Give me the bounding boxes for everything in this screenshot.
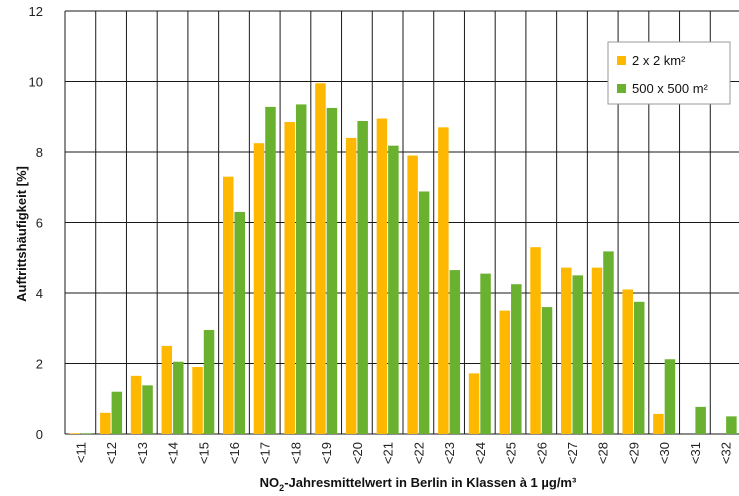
bar-2x2-18 bbox=[622, 289, 633, 434]
bar-2x2-3 bbox=[161, 345, 173, 434]
bar-500x500-9 bbox=[357, 120, 368, 434]
x-tick-label: <11 bbox=[73, 442, 88, 463]
bar-2x2-13 bbox=[468, 373, 480, 434]
x-tick-label: <13 bbox=[135, 442, 150, 464]
bar-500x500-18 bbox=[633, 301, 645, 434]
bar-500x500-1 bbox=[111, 391, 123, 434]
x-tick-label: <28 bbox=[596, 442, 611, 464]
bar-500x500-0 bbox=[80, 433, 92, 434]
bar-500x500-13 bbox=[480, 273, 491, 434]
x-tick-label: <29 bbox=[626, 442, 641, 464]
grid bbox=[64, 10, 739, 435]
y-tick-label: 10 bbox=[29, 75, 43, 90]
x-tick-label: <19 bbox=[319, 442, 334, 464]
legend-swatch-2x2 bbox=[617, 56, 626, 65]
x-tick-label: <16 bbox=[227, 442, 242, 464]
bar-500x500-4 bbox=[203, 330, 215, 434]
bar-500x500-10 bbox=[388, 145, 399, 434]
x-tick-label: <27 bbox=[565, 442, 580, 464]
legend-swatch-500x500 bbox=[617, 84, 626, 93]
bar-500x500-2 bbox=[142, 385, 153, 434]
bar-500x500-14 bbox=[511, 284, 522, 434]
bar-2x2-1 bbox=[100, 412, 111, 434]
x-tick-label: <30 bbox=[657, 442, 672, 464]
bar-2x2-8 bbox=[315, 83, 326, 434]
bar-2x2-7 bbox=[284, 122, 295, 434]
bar-500x500-3 bbox=[173, 361, 184, 434]
bar-2x2-12 bbox=[438, 127, 449, 434]
y-tick-label: 8 bbox=[36, 145, 43, 160]
bar-2x2-4 bbox=[192, 367, 203, 434]
bar-500x500-15 bbox=[541, 307, 553, 434]
x-tick-label: <18 bbox=[288, 442, 303, 464]
bar-500x500-7 bbox=[295, 104, 307, 434]
bar-2x2-2 bbox=[130, 375, 142, 434]
x-axis-title: NO2-Jahresmittelwert in Berlin in Klasse… bbox=[260, 475, 577, 493]
legend-label-500x500: 500 x 500 m² bbox=[632, 81, 709, 96]
bar-500x500-21 bbox=[726, 416, 737, 434]
legend: 2 x 2 km² 500 x 500 m² bbox=[607, 41, 731, 105]
bar-2x2-14 bbox=[499, 310, 511, 434]
x-tick-label: <26 bbox=[534, 442, 549, 464]
y-tick-label: 12 bbox=[29, 4, 43, 19]
x-axis-title-subscript: 2 bbox=[279, 483, 284, 493]
bar-2x2-11 bbox=[407, 155, 418, 434]
y-tick-label: 2 bbox=[36, 357, 43, 372]
bar-2x2-9 bbox=[345, 137, 357, 434]
bar-500x500-6 bbox=[265, 106, 276, 434]
x-tick-label: <14 bbox=[166, 442, 181, 464]
bar-500x500-19 bbox=[664, 359, 676, 434]
x-axis-title-suffix: -Jahresmittelwert in Berlin in Klassen à… bbox=[284, 475, 577, 490]
y-axis-title: Auftrittshäufigkeit [%] bbox=[14, 166, 29, 302]
x-axis-ticks: <11 <12 <13 <14 <15 <16 <17 <18 <19 <20 <21 <22 <23 <… bbox=[73, 442, 733, 464]
x-tick-label: <12 bbox=[104, 442, 119, 464]
bar-500x500-11 bbox=[418, 191, 430, 434]
bar-500x500-16 bbox=[572, 275, 583, 434]
bar-2x2-16 bbox=[561, 267, 572, 434]
bar-500x500-8 bbox=[326, 107, 338, 434]
x-tick-label: <17 bbox=[258, 442, 273, 464]
y-axis-ticks: 0 2 4 6 8 10 12 bbox=[29, 4, 43, 442]
bar-2x2-15 bbox=[530, 247, 541, 434]
y-tick-label: 6 bbox=[36, 216, 43, 231]
bar-2x2-5 bbox=[223, 176, 234, 435]
bar-2x2-17 bbox=[591, 267, 603, 434]
bar-500x500-20 bbox=[695, 406, 706, 434]
legend-box bbox=[607, 41, 731, 105]
bar-500x500-12 bbox=[449, 270, 461, 434]
x-axis-title-prefix: NO bbox=[260, 475, 280, 490]
x-tick-label: <32 bbox=[719, 442, 734, 464]
x-tick-label: <24 bbox=[473, 442, 488, 464]
bar-2x2-19 bbox=[653, 413, 664, 434]
x-tick-label: <22 bbox=[411, 442, 426, 464]
x-tick-label: <21 bbox=[381, 442, 396, 464]
bar-2x2-10 bbox=[376, 118, 388, 434]
bars bbox=[69, 83, 737, 435]
x-tick-label: <25 bbox=[504, 442, 519, 464]
legend-label-2x2: 2 x 2 km² bbox=[632, 53, 686, 68]
x-tick-label: <31 bbox=[688, 442, 703, 464]
bar-2x2-0 bbox=[69, 433, 80, 434]
y-tick-label: 4 bbox=[36, 286, 43, 301]
y-tick-label: 0 bbox=[36, 427, 43, 442]
x-tick-label: <15 bbox=[196, 442, 211, 464]
bar-500x500-5 bbox=[234, 211, 245, 434]
x-tick-label: <20 bbox=[350, 442, 365, 464]
x-tick-label: <23 bbox=[442, 442, 457, 464]
bar-2x2-6 bbox=[253, 143, 265, 434]
bar-500x500-17 bbox=[603, 251, 614, 434]
